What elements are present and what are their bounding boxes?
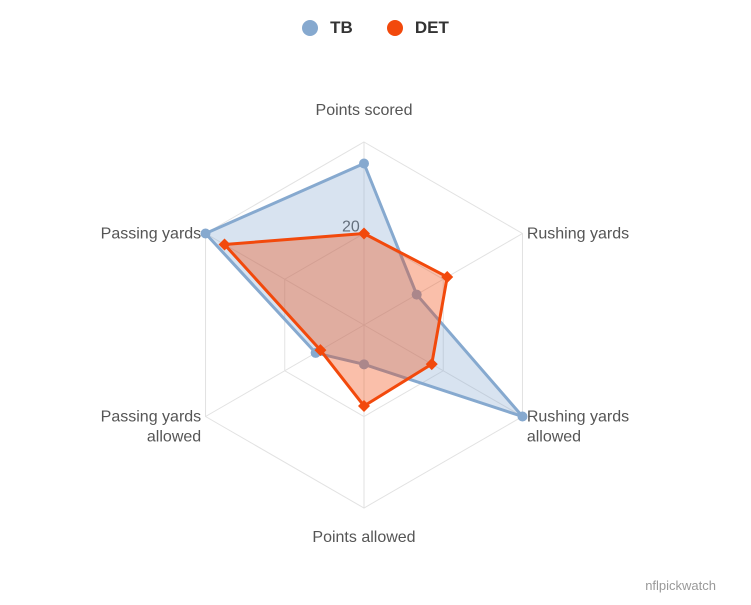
legend-label-det: DET [414,18,449,37]
point-det-2[interactable] [425,358,438,371]
point-det-0[interactable] [358,227,370,240]
spoke-line [363,233,523,326]
axis-label-rushing-yards-allowed: Rushing yards allowed [527,409,629,446]
axis-label-line: allowed [527,429,581,446]
legend-swatch-tb [302,20,319,36]
axis-label-line: allowed [147,429,201,446]
axis-label-line: Points scored [316,102,413,119]
legend-swatch-det [386,20,403,36]
series-det [218,227,454,412]
point-det-5[interactable] [218,238,231,251]
axis-label-points-allowed: Points allowed [312,529,415,546]
series-tb [200,158,528,422]
point-det-1[interactable] [441,270,454,283]
point-det-4[interactable] [314,344,327,357]
radar-axis-labels: Points scored Rushing yards Rushing yards a… [101,102,629,546]
axis-label-passing-yards: Passing yards [101,226,202,243]
spoke-line [205,233,365,326]
point-tb-3[interactable] [359,359,369,370]
legend-item-det[interactable]: DET [386,18,449,38]
spoke-line [363,324,523,417]
axis-label-line: Rushing yards [527,226,629,243]
tick-label-20: 20 [342,219,360,236]
radar-series-layer [200,158,528,422]
axis-label-line: Rushing yards [527,409,629,426]
point-tb-2[interactable] [517,411,528,422]
axis-label-line: Passing yards [101,226,202,243]
axis-label-points-scored: Points scored [316,102,413,119]
point-det-3[interactable] [358,399,370,412]
credit-text[interactable]: nflpickwatch [645,578,716,593]
legend-label-tb: TB [330,18,353,37]
legend: TB DET [0,18,751,38]
axis-label-rushing-yards: Rushing yards [527,226,629,243]
legend-item-tb[interactable]: TB [302,18,353,38]
axis-label-line: Points allowed [312,529,415,546]
axis-label-passing-yards-allowed: Passing yards allowed [101,409,202,446]
point-tb-0[interactable] [359,158,369,169]
axis-label-line: Passing yards [101,409,202,426]
point-tb-5[interactable] [200,228,211,239]
spoke-line [205,324,365,417]
point-tb-1[interactable] [411,289,422,300]
